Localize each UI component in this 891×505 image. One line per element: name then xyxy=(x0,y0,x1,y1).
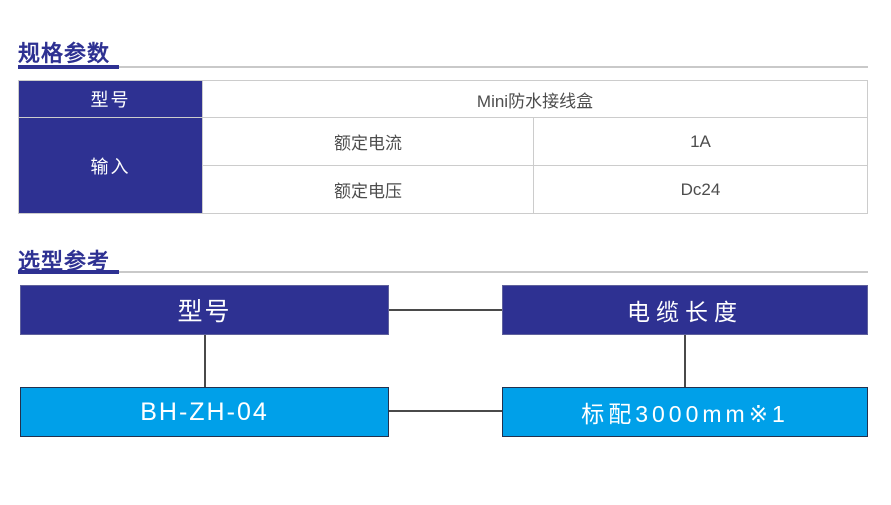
spec-table: 型号 Mini防水接线盒 输入 额定电流 1A 额定电压 Dc24 xyxy=(18,80,868,214)
diagram-header-model: 型号 xyxy=(20,285,389,335)
section-title-specifications: 规格参数 xyxy=(18,41,111,67)
connector-model-to-modelnum xyxy=(204,335,206,387)
diagram-value-standard-cable-length: 标配3000mm※1 xyxy=(502,387,868,437)
section-divider-specifications xyxy=(18,65,868,69)
spec-table-header-model: 型号 xyxy=(19,81,203,118)
section-divider-accent xyxy=(18,65,119,69)
diagram-value-model-number: BH-ZH-04 xyxy=(20,387,389,437)
section-title-selection-reference: 选型参考 xyxy=(18,249,111,275)
spec-table-param-rated-current: 额定电流 xyxy=(203,118,534,166)
spec-table-param-rated-voltage: 额定电压 xyxy=(203,166,534,213)
connector-modelnum-to-length xyxy=(389,410,502,412)
section-divider-selection xyxy=(18,270,868,274)
connector-cable-to-length xyxy=(684,335,686,387)
spec-table-value-rated-current: 1A xyxy=(534,118,867,166)
spec-table-value-rated-voltage: Dc24 xyxy=(534,166,867,213)
connector-model-to-cable xyxy=(389,309,502,311)
spec-table-value-model: Mini防水接线盒 xyxy=(203,81,867,118)
spec-table-header-input: 输入 xyxy=(19,118,203,213)
section-divider-accent xyxy=(18,270,119,274)
diagram-header-cable-length: 电缆长度 xyxy=(502,285,868,335)
